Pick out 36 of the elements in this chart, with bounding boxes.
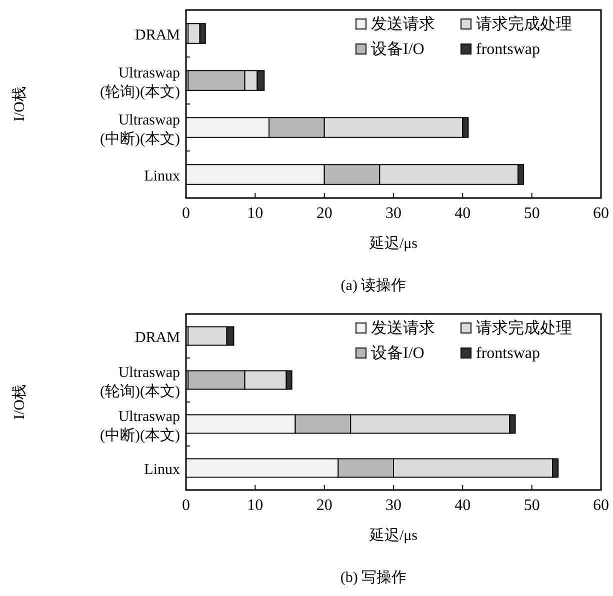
x-axis-title: 延迟/μs <box>368 235 418 252</box>
x-tick-label: 10 <box>247 205 264 222</box>
x-tick-label: 20 <box>316 497 332 514</box>
legend-label: frontswap <box>476 345 540 362</box>
legend-label: 设备I/O <box>371 344 424 362</box>
x-tick-label: 0 <box>182 205 190 222</box>
y-tick-label: DRAM <box>134 330 180 346</box>
x-tick-label: 40 <box>454 205 471 222</box>
x-tick-label: 60 <box>593 497 609 514</box>
y-tick-label: Ultraswap (中断)(本文) <box>100 409 180 444</box>
x-tick-label: 50 <box>524 205 540 222</box>
y-tick-label: Ultraswap (轮询)(本文) <box>100 66 180 100</box>
x-tick-label: 20 <box>316 205 332 222</box>
y-tick-label: Linux <box>144 168 180 184</box>
x-tick-label: 10 <box>247 497 264 514</box>
y-tick-label: DRAM <box>134 28 180 44</box>
y-tick-label: Linux <box>144 462 180 478</box>
x-tick-label: 30 <box>386 205 402 222</box>
x-tick-label: 0 <box>182 497 190 514</box>
y-axis-title: I/O栈 <box>11 86 28 122</box>
x-tick-label: 40 <box>454 497 471 514</box>
y-tick-label: Ultraswap (轮询)(本文) <box>100 365 180 400</box>
x-tick-label: 50 <box>524 497 540 514</box>
legend-label: 发送请求 <box>371 319 435 337</box>
y-tick-label: Ultraswap (中断)(本文) <box>100 112 180 148</box>
y-axis-title: I/O栈 <box>11 384 28 420</box>
x-tick-label: 30 <box>386 497 402 514</box>
legend-label: 发送请求 <box>371 15 435 33</box>
text: (b) 写操作 <box>340 569 407 586</box>
legend-label: 设备I/O <box>371 40 424 58</box>
legend-label: 请求完成处理 <box>476 15 572 33</box>
x-tick-label: 60 <box>593 205 609 222</box>
legend-label: 请求完成处理 <box>476 319 572 337</box>
text: (a) 读操作 <box>340 277 406 294</box>
x-axis-title: 延迟/μs <box>368 527 418 544</box>
legend-label: frontswap <box>476 41 540 58</box>
